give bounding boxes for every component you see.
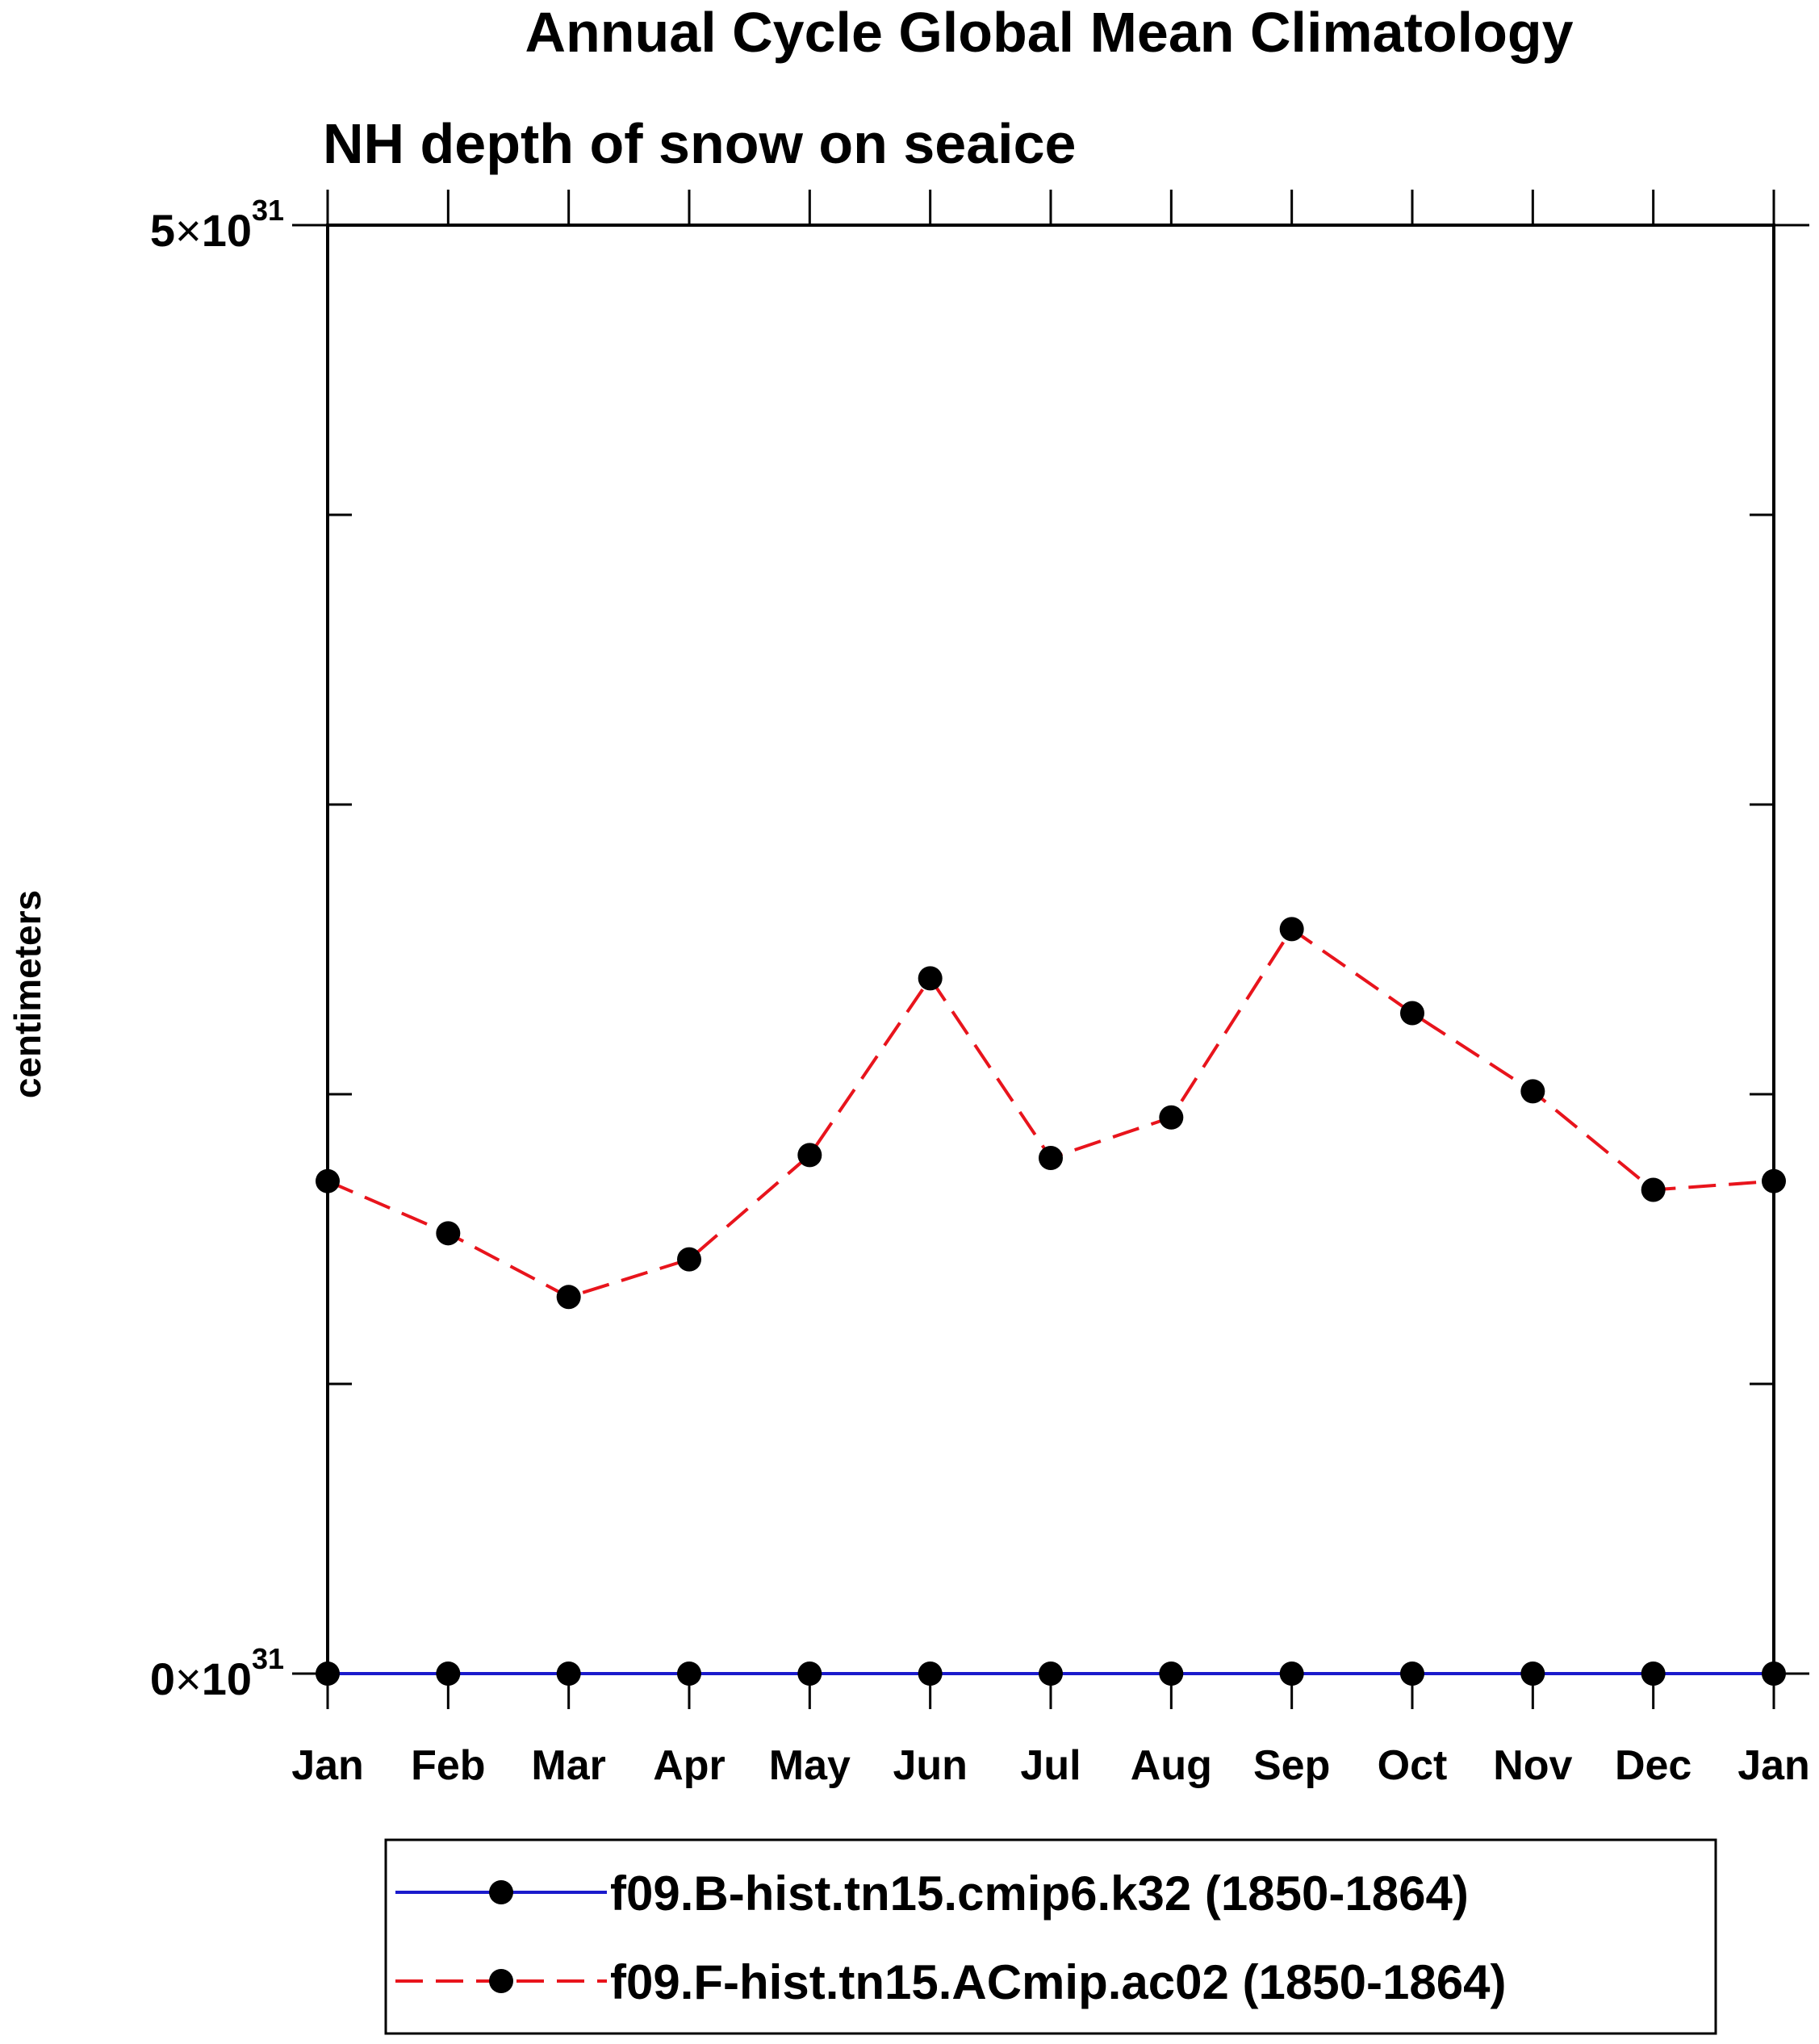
legend: f09.B-hist.tn15.cmip6.k32 (1850-1864) f09… bbox=[384, 1838, 1717, 2035]
series-1-point bbox=[1400, 1662, 1424, 1686]
series-2-point bbox=[1279, 917, 1304, 942]
y-tick-exponent: 31 bbox=[252, 1642, 284, 1675]
y-axis-label: centimeters bbox=[6, 890, 48, 1098]
x-tick-label: Jun bbox=[893, 1742, 967, 1789]
y-tick-label: 5×10 bbox=[150, 205, 252, 256]
series-1-point bbox=[1039, 1662, 1063, 1686]
series-2-point bbox=[556, 1285, 581, 1310]
x-tick-label: Oct bbox=[1378, 1742, 1448, 1789]
series-1-point bbox=[918, 1662, 943, 1686]
x-tick-label: Jul bbox=[1020, 1742, 1081, 1789]
series-2-point bbox=[797, 1143, 822, 1168]
series-2-point bbox=[1520, 1079, 1545, 1104]
x-tick-label: Sep bbox=[1253, 1742, 1330, 1789]
series-2-point bbox=[316, 1168, 340, 1193]
series-2-point bbox=[918, 966, 943, 991]
series-1-point bbox=[677, 1662, 701, 1686]
series-2-point bbox=[1039, 1145, 1063, 1170]
series-line-2 bbox=[327, 926, 1775, 1299]
series-1-point bbox=[556, 1662, 581, 1686]
legend-label-2: f09.F-hist.tn15.ACmip.ac02 (1850-1864) bbox=[610, 1955, 1506, 2009]
series-1-point bbox=[1520, 1662, 1545, 1686]
x-tick-label: Mar bbox=[531, 1742, 605, 1789]
chart-title: Annual Cycle Global Mean Climatology bbox=[525, 1, 1573, 64]
legend-box bbox=[384, 1838, 1717, 2035]
y-tick-exponent: 31 bbox=[252, 194, 284, 227]
series-1-point bbox=[1762, 1662, 1786, 1686]
legend-marker-2 bbox=[489, 1969, 513, 1993]
chart-subtitle: NH depth of snow on seaice bbox=[323, 112, 1076, 175]
y-tick-label: 0×10 bbox=[150, 1653, 252, 1704]
series-1-point bbox=[316, 1662, 340, 1686]
series-1-point bbox=[436, 1662, 461, 1686]
series-1-point bbox=[1641, 1662, 1666, 1686]
series-2-point bbox=[1400, 1001, 1424, 1026]
series-1-point bbox=[797, 1662, 822, 1686]
series-2-point bbox=[1159, 1105, 1184, 1130]
series-1-point bbox=[1279, 1662, 1304, 1686]
x-tick-label: Jan bbox=[291, 1742, 364, 1789]
series-2-point bbox=[1762, 1168, 1786, 1193]
series-layer bbox=[316, 917, 1786, 1686]
legend-marker-1 bbox=[489, 1880, 513, 1904]
x-tick-label: Apr bbox=[653, 1742, 726, 1789]
x-tick-label: May bbox=[769, 1742, 851, 1789]
series-1-point bbox=[1159, 1662, 1184, 1686]
series-2-point bbox=[677, 1247, 701, 1272]
x-tick-label: Nov bbox=[1493, 1742, 1572, 1789]
x-tick-label: Feb bbox=[411, 1742, 485, 1789]
x-tick-label: Aug bbox=[1131, 1742, 1212, 1789]
plot-frame bbox=[326, 224, 1775, 1675]
x-tick-label: Jan bbox=[1737, 1742, 1810, 1789]
series-2-point bbox=[1641, 1177, 1666, 1202]
legend-label-1: f09.B-hist.tn15.cmip6.k32 (1850-1864) bbox=[610, 1866, 1469, 1921]
axes-layer: Jan Feb Mar Apr May Jun Jul Aug Sep Oct Nov Dec Jan 0… bbox=[150, 190, 1810, 1789]
x-tick-label: Dec bbox=[1615, 1742, 1691, 1789]
series-2-point bbox=[436, 1221, 461, 1246]
